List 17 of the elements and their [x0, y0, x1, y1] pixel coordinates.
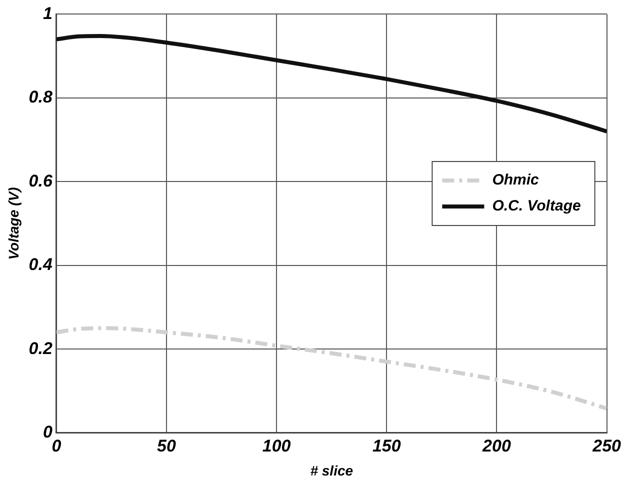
- x-tick-label: 50: [157, 436, 177, 456]
- legend-label: Ohmic: [492, 172, 540, 189]
- x-tick-label: 250: [592, 436, 622, 456]
- line-series: [56, 34, 607, 134]
- y-tick-label: 0.6: [28, 171, 53, 190]
- y-tick-label: 1: [42, 4, 52, 23]
- legend-label: O.C. Voltage: [492, 198, 581, 215]
- x-tick-label: 100: [262, 436, 292, 456]
- y-tick-label: 0: [42, 422, 53, 442]
- y-tick-label: 0.8: [28, 88, 53, 107]
- x-tick-label: 200: [482, 436, 512, 456]
- y-tick-label: 0.2: [28, 338, 53, 358]
- x-axis-title: # slice: [310, 462, 354, 478]
- x-tick-label: 150: [372, 436, 402, 456]
- y-tick-label: 0.4: [28, 255, 53, 274]
- y-axis-title: Voltage (V): [5, 186, 22, 260]
- line-series: [56, 326, 607, 411]
